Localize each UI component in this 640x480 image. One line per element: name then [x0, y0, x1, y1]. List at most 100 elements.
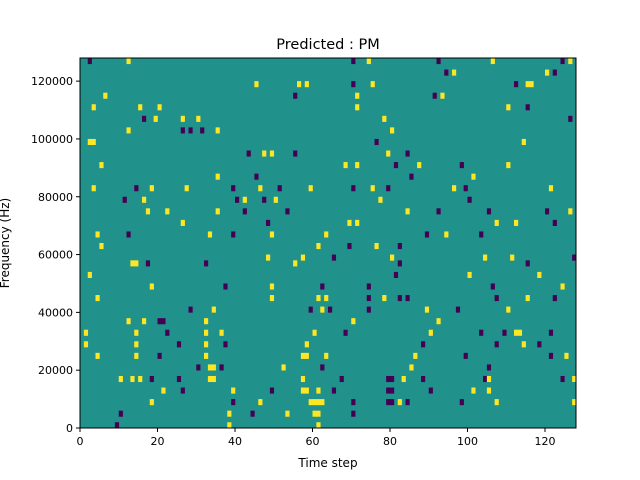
heatmap-cell-high	[305, 388, 309, 394]
heatmap-cell-low	[158, 353, 162, 359]
heatmap-cell-high	[150, 185, 154, 191]
heatmap-cell-high	[437, 318, 441, 324]
heatmap-cell-low	[285, 208, 289, 214]
heatmap-cell-low	[320, 283, 324, 289]
y-tick-label: 0	[66, 422, 73, 435]
heatmap-cell-low	[386, 376, 390, 382]
heatmap-cell-high	[297, 81, 301, 87]
x-tick-label: 60	[306, 435, 320, 448]
heatmap-cell-high	[270, 231, 274, 237]
heatmap-cell-low	[487, 208, 491, 214]
heatmap-cell-high	[270, 295, 274, 301]
heatmap-cell-high	[150, 399, 154, 405]
heatmap-cell-high	[483, 255, 487, 261]
heatmap-cell-low	[456, 307, 460, 313]
heatmap-cell-high	[138, 376, 142, 382]
heatmap-cell-low	[189, 127, 193, 133]
heatmap-cell-low	[328, 307, 332, 313]
heatmap-cell-high	[258, 185, 262, 191]
heatmap-cell-high	[92, 185, 96, 191]
heatmap-cell-high	[305, 353, 309, 359]
x-tick-label: 0	[77, 435, 84, 448]
heatmap-cell-high	[537, 272, 541, 278]
heatmap-cell-high	[274, 197, 278, 203]
heatmap-cell-low	[464, 353, 468, 359]
heatmap-cell-high	[495, 399, 499, 405]
heatmap-cell-high	[471, 388, 475, 394]
heatmap-cell-high	[127, 318, 131, 324]
heatmap-cell-low	[88, 58, 92, 64]
heatmap-cell-high	[216, 127, 220, 133]
heatmap-cell-low	[487, 364, 491, 370]
x-tick-label: 20	[151, 435, 165, 448]
heatmap-cell-high	[130, 376, 134, 382]
heatmap-cell-high	[127, 127, 131, 133]
heatmap-cell-high	[398, 399, 402, 405]
heatmap-cell-low	[344, 330, 348, 336]
heatmap-cell-high	[313, 411, 317, 417]
heatmap-cell-low	[483, 376, 487, 382]
heatmap-cell-high	[130, 260, 134, 266]
y-tick-label: 120000	[31, 75, 73, 88]
heatmap-cell-low	[406, 399, 410, 405]
chart-title: Predicted : PM	[276, 37, 379, 53]
heatmap-cell-high	[526, 81, 530, 87]
heatmap-cell-high	[305, 341, 309, 347]
heatmap-cell-high	[88, 272, 92, 278]
heatmap-cell-high	[444, 231, 448, 237]
heatmap-cell-low	[421, 376, 425, 382]
heatmap-cell-high	[154, 116, 158, 122]
heatmap-cell-low	[220, 364, 224, 370]
heatmap-cell-low	[433, 93, 437, 99]
heatmap-cell-high	[305, 81, 309, 87]
x-tick-label: 40	[228, 435, 242, 448]
heatmap-cell-high	[413, 353, 417, 359]
heatmap-cell-low	[119, 411, 123, 417]
heatmap-cell-high	[212, 307, 216, 313]
heatmap-cell-low	[123, 197, 127, 203]
heatmap-cell-high	[309, 399, 313, 405]
heatmap-cell-low	[479, 231, 483, 237]
heatmap-cell-low	[293, 93, 297, 99]
heatmap-cell-low	[270, 388, 274, 394]
heatmap-cell-high	[386, 151, 390, 157]
heatmap-cell-low	[549, 353, 553, 359]
heatmap-cell-high	[468, 272, 472, 278]
heatmap-cell-low	[553, 70, 557, 76]
heatmap-cell-high	[96, 353, 100, 359]
x-axis-label: Time step	[297, 456, 357, 470]
y-axis-ticks: 020000400006000080000100000120000	[31, 75, 80, 435]
heatmap-cell-low	[468, 197, 472, 203]
heatmap-cell-low	[223, 283, 227, 289]
heatmap-cell-high	[522, 139, 526, 145]
heatmap-cell-low	[398, 260, 402, 266]
heatmap-cell-high	[309, 185, 313, 191]
heatmap-cell-high	[138, 104, 142, 110]
heatmap-cell-low	[375, 139, 379, 145]
heatmap-cell-low	[142, 116, 146, 122]
heatmap-cell-high	[390, 255, 394, 261]
heatmap-cell-high	[92, 104, 96, 110]
heatmap-cell-high	[440, 93, 444, 99]
heatmap-cell-low	[158, 318, 162, 324]
heatmap-cell-high	[371, 185, 375, 191]
heatmap-cell-low	[398, 295, 402, 301]
heatmap-cell-low	[367, 283, 371, 289]
heatmap-cell-low	[561, 376, 565, 382]
heatmap-cell-high	[158, 104, 162, 110]
heatmap-cell-low	[479, 330, 483, 336]
heatmap-cell-high	[506, 104, 510, 110]
heatmap-cell-low	[425, 231, 429, 237]
heatmap-cell-high	[518, 330, 522, 336]
heatmap-cell-low	[200, 127, 204, 133]
heatmap-cell-low	[367, 295, 371, 301]
heatmap-cell-low	[444, 70, 448, 76]
heatmap-cell-low	[390, 399, 394, 405]
heatmap-cell-low	[146, 260, 150, 266]
heatmap-cell-low	[351, 185, 355, 191]
plot-area	[80, 58, 576, 428]
heatmap-cell-low	[161, 318, 165, 324]
heatmap-cell-high	[375, 243, 379, 249]
heatmap-cell-high	[526, 295, 530, 301]
heatmap-cell-low	[386, 399, 390, 405]
